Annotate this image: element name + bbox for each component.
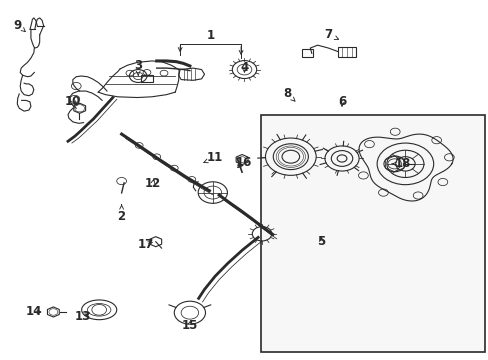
Text: 13: 13: [74, 310, 91, 324]
Bar: [260, 116, 484, 352]
Text: 8: 8: [283, 87, 294, 101]
Text: 4: 4: [240, 60, 248, 73]
Text: 10: 10: [64, 95, 81, 108]
Text: 7: 7: [324, 28, 338, 41]
Text: 1: 1: [206, 29, 214, 42]
Text: 18: 18: [391, 157, 410, 170]
Text: 17: 17: [138, 238, 154, 251]
Bar: [141, 75, 153, 82]
Text: 2: 2: [117, 204, 125, 223]
Text: 12: 12: [144, 177, 161, 190]
Text: 3: 3: [134, 59, 142, 75]
Text: 15: 15: [182, 319, 198, 332]
Text: 16: 16: [235, 156, 251, 169]
Text: 5: 5: [317, 235, 325, 248]
Bar: [337, 46, 355, 57]
Text: 6: 6: [337, 95, 346, 108]
Text: 14: 14: [25, 306, 42, 319]
Text: 9: 9: [14, 19, 25, 32]
Text: 11: 11: [203, 151, 223, 164]
Bar: [302, 49, 312, 57]
